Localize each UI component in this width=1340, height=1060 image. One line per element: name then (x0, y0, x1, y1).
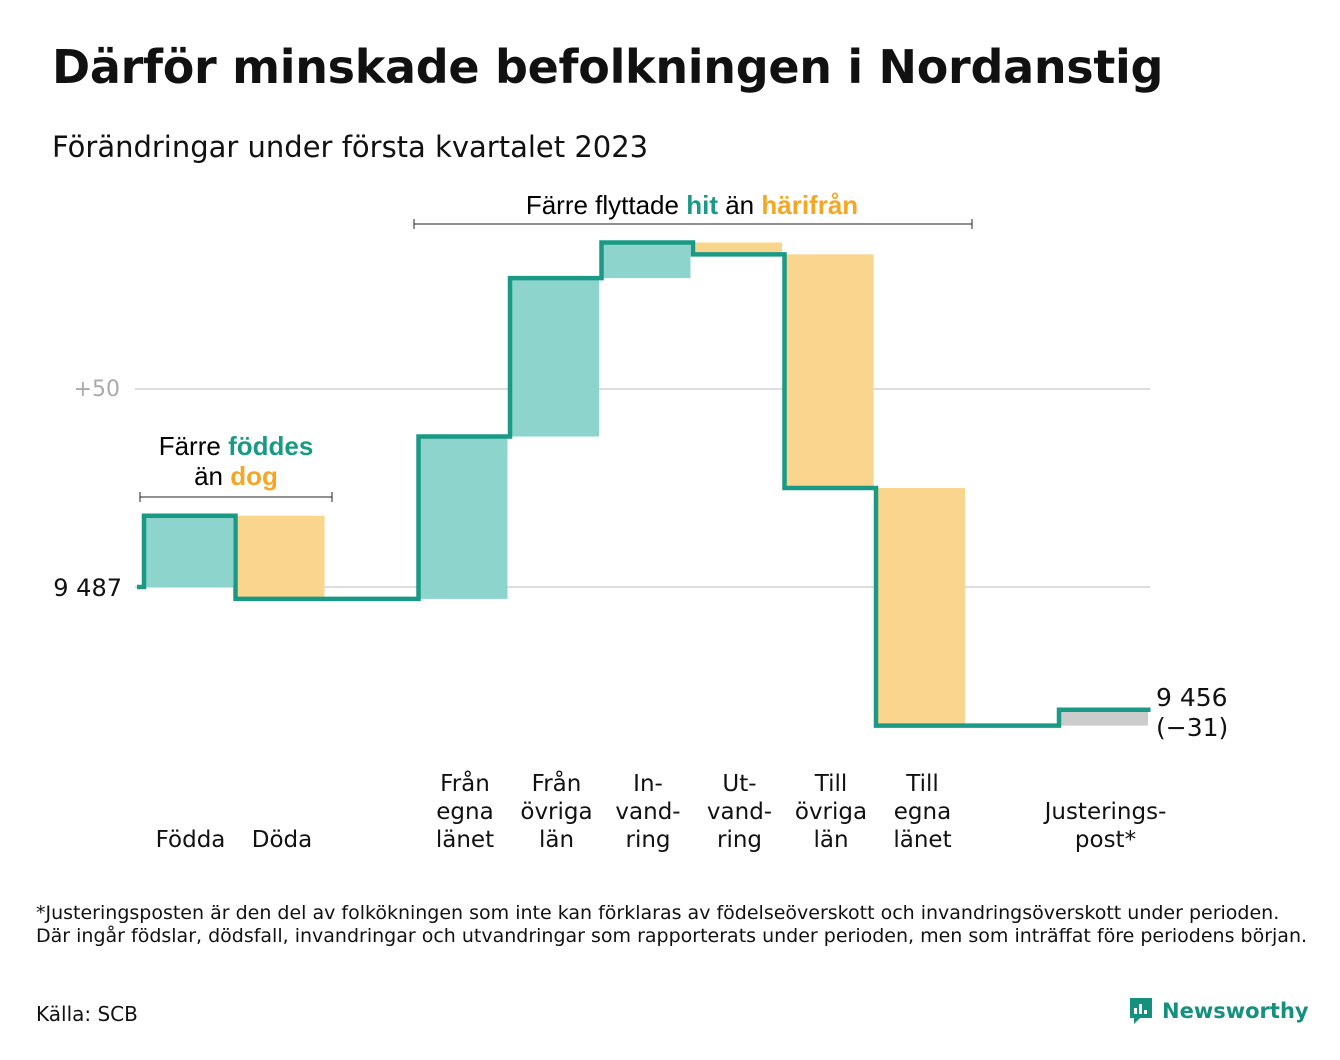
category-label: Till övriga län (795, 771, 867, 853)
category-label: Till egna länet (893, 771, 951, 853)
annotation-migration: Färre flyttade hit än härifrån (526, 190, 858, 220)
source-label: Källa: SCB (36, 1002, 138, 1026)
bar-frånövrigalän (510, 278, 599, 437)
bar-tillegnalänet (876, 488, 965, 726)
annotation-births-deaths-line1: Färre föddes (159, 431, 314, 461)
label-layer: +50 9 487 Födda Döda Från egna länet Från övriga… (53, 377, 1228, 853)
category-label: In-vand-ring (615, 771, 680, 853)
category-label: Ut-vand-ring (707, 771, 772, 853)
end-change-label: (−31) (1156, 713, 1228, 742)
annotation-births-deaths-bracket (139, 492, 333, 502)
waterfall-chart: +50 9 487 Födda Döda Från egna länet Från övriga… (53, 190, 1228, 853)
newsworthy-logo-icon (1130, 998, 1152, 1024)
bar-layer (144, 242, 1148, 726)
y-tick-label: +50 (74, 377, 120, 402)
line-layer (137, 240, 1151, 728)
end-value-label: 9 456 (1156, 683, 1228, 712)
start-value-label: 9 487 (53, 574, 122, 602)
chart-subtitle: Förändringar under första kvartalet 2023 (52, 130, 649, 164)
bar-döda (235, 515, 325, 599)
category-label: Döda (252, 827, 312, 853)
brand-name: Newsworthy (1162, 999, 1309, 1023)
bar-justeringspost (1059, 709, 1148, 726)
bar-tillövrigalän (784, 254, 874, 488)
category-label: Födda (156, 827, 226, 853)
bar-invandring (601, 242, 691, 279)
category-label: Från egna länet (436, 769, 494, 853)
bar-frånegnalänet (418, 436, 508, 599)
annotation-births-deaths-line2: än dog (194, 461, 278, 491)
category-label: Justerings-post* (1043, 799, 1167, 853)
chart-title: Därför minskade befolkningen i Nordansti… (52, 40, 1164, 94)
annotation-migration-bracket (413, 219, 973, 229)
category-label: Från övriga län (520, 769, 592, 853)
cumulative-line (137, 240, 1151, 728)
bar-födda (144, 515, 233, 587)
bar-utvandring (693, 242, 782, 255)
footnote: *Justeringsposten är den del av folkökni… (36, 902, 1308, 947)
brand-logo: Newsworthy (1128, 996, 1309, 1026)
